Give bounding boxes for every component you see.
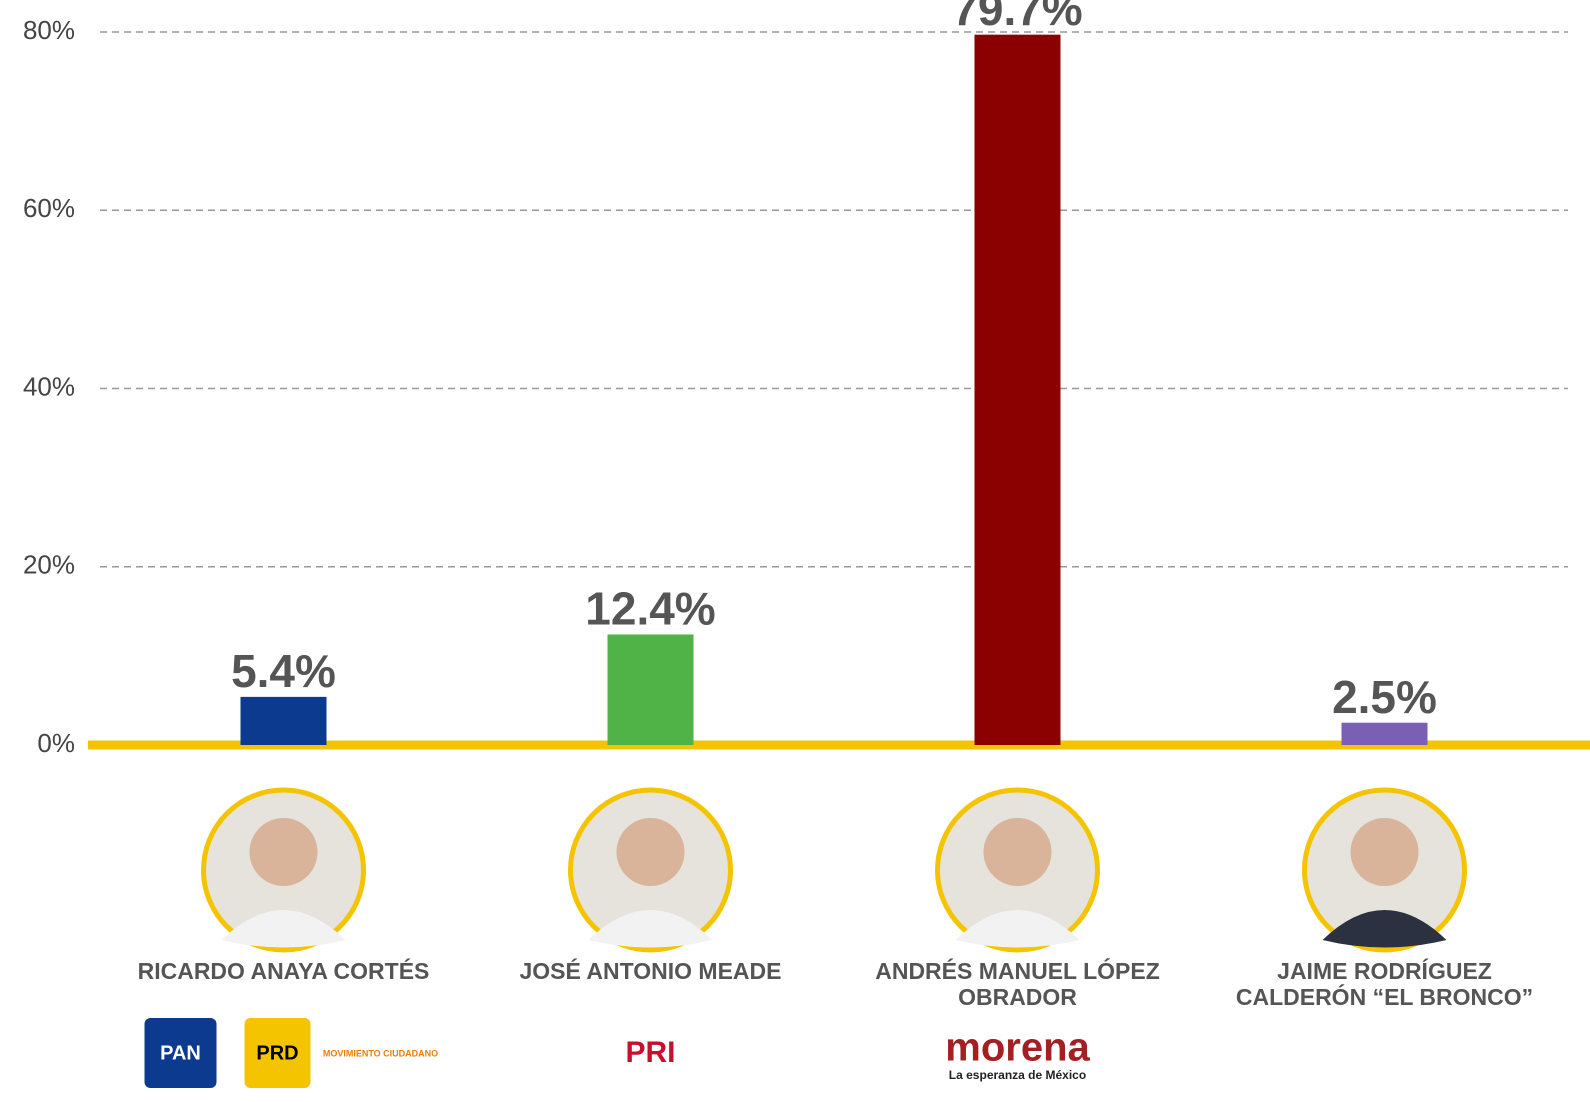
candidate-head xyxy=(1350,818,1419,886)
candidate-body xyxy=(221,910,346,948)
y-tick-label: 80% xyxy=(23,15,75,45)
candidate-head xyxy=(616,818,685,886)
bar xyxy=(1341,722,1428,745)
party-logo-text: La esperanza de México xyxy=(949,1068,1086,1082)
y-tick-label: 20% xyxy=(23,550,75,580)
y-tick-label: 0% xyxy=(37,728,75,758)
y-tick-label: 60% xyxy=(23,193,75,223)
y-tick-label: 40% xyxy=(23,371,75,401)
category-label: JAIME RODRÍGUEZ CALDERÓN “EL BRONCO” xyxy=(1235,958,1534,1010)
party-logo-text: MOVIMIENTO CIUDADANO xyxy=(323,1048,438,1058)
candidate-body xyxy=(955,910,1080,948)
candidate-body xyxy=(588,910,713,948)
category-label: RICARDO ANAYA CORTÉS xyxy=(137,958,430,984)
value-label: 2.5% xyxy=(1332,671,1437,723)
category-label: JOSÉ ANTONIO MEADE xyxy=(519,958,782,984)
value-label: 5.4% xyxy=(231,645,336,697)
party-logo xyxy=(244,1018,311,1088)
candidate-head xyxy=(249,818,318,886)
category-label: ANDRÉS MANUEL LÓPEZ OBRADOR xyxy=(875,958,1160,1010)
value-label: 79.7% xyxy=(952,0,1082,35)
party-logo-text: PRI xyxy=(625,1036,675,1069)
value-label: 12.4% xyxy=(585,583,715,635)
party-logo-text: PRD xyxy=(256,1042,298,1064)
candidate-body xyxy=(1322,910,1447,948)
bar xyxy=(974,34,1061,745)
party-logo-text: morena xyxy=(945,1026,1090,1070)
bar xyxy=(607,634,694,745)
candidate-head xyxy=(983,818,1052,886)
party-logo-text: PAN xyxy=(160,1042,201,1064)
bar xyxy=(240,696,327,745)
party-logo xyxy=(144,1018,217,1088)
